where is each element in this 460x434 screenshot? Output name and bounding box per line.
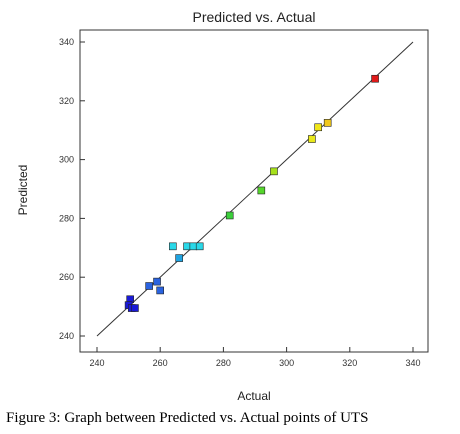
y-tick-label: 300 xyxy=(59,155,74,165)
data-point xyxy=(169,242,177,251)
y-tick-label: 320 xyxy=(59,96,74,106)
x-tick-label: 320 xyxy=(342,358,357,368)
x-tick-label: 340 xyxy=(405,358,420,368)
y-tick-label: 240 xyxy=(59,331,74,341)
data-point xyxy=(156,286,164,295)
data-point xyxy=(308,135,316,143)
x-axis: 240 260 280 300 320 340 xyxy=(89,347,421,368)
data-point xyxy=(323,119,332,127)
data-point xyxy=(270,167,278,176)
data-point xyxy=(189,242,198,251)
data-point xyxy=(131,304,139,312)
y-axis: 240 260 280 300 320 340 xyxy=(59,37,85,341)
data-point xyxy=(371,74,379,83)
predicted-vs-actual-chart: Predicted vs. Actual 240260280300320340 … xyxy=(16,9,429,403)
data-point xyxy=(257,186,266,195)
chart-title: Predicted vs. Actual xyxy=(193,9,316,25)
x-tick-label: 300 xyxy=(279,358,294,368)
x-tick-label: 240 xyxy=(89,358,104,368)
x-axis-label: Actual xyxy=(237,389,270,403)
y-axis-label: Predicted xyxy=(16,165,30,216)
data-point xyxy=(153,277,161,286)
data-point xyxy=(225,211,234,220)
x-tick-label: 260 xyxy=(153,358,168,368)
y-tick-label: 340 xyxy=(59,37,74,47)
data-point xyxy=(175,254,183,262)
data-points xyxy=(124,74,379,312)
figure-caption: Figure 3: Graph between Predicted vs. Ac… xyxy=(6,410,369,426)
y-tick-label: 280 xyxy=(59,213,74,223)
data-point xyxy=(314,123,323,132)
y-tick-label: 260 xyxy=(59,272,74,282)
x-tick-label: 280 xyxy=(216,358,231,368)
data-point xyxy=(183,242,191,251)
data-point xyxy=(195,242,204,251)
data-point xyxy=(145,282,153,290)
